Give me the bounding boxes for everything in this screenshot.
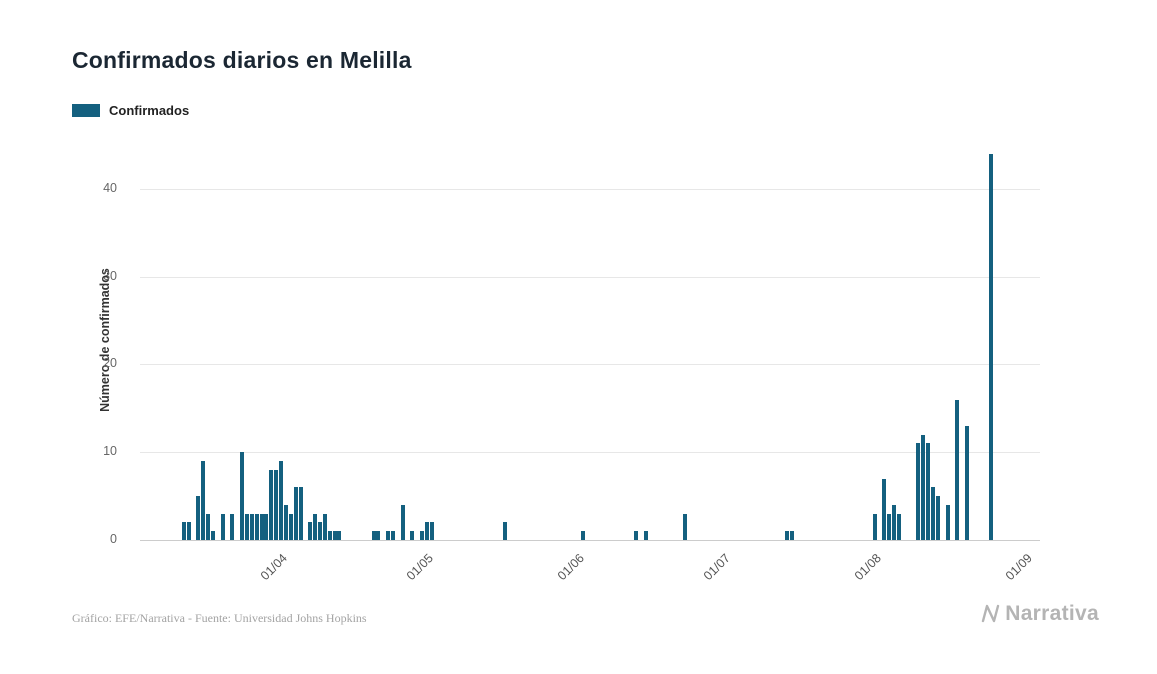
bar-2020-08-15[interactable]: [935, 496, 940, 540]
gridline: [140, 452, 1040, 454]
gridline: [140, 188, 1040, 190]
source-credit: Gráfico: EFE/Narrativa - Fuente: Univers…: [72, 611, 367, 625]
y-tick-label: 0: [110, 532, 117, 546]
bar-2020-08-13[interactable]: [926, 443, 931, 540]
bar-2020-04-24[interactable]: [386, 531, 391, 540]
bar-2020-08-07[interactable]: [896, 513, 901, 540]
bar-2020-08-11[interactable]: [916, 443, 921, 540]
bar-2020-04-13[interactable]: [332, 531, 337, 540]
bar-2020-04-12[interactable]: [327, 531, 332, 540]
bar-2020-04-02[interactable]: [279, 461, 284, 540]
bar-2020-08-21[interactable]: [965, 425, 970, 540]
bar-2020-08-05[interactable]: [887, 513, 892, 540]
bar-2020-04-21[interactable]: [371, 531, 376, 540]
x-tick-label: 01/09: [1002, 551, 1035, 584]
bar-2020-04-11[interactable]: [322, 513, 327, 540]
x-tick-label: 01/08: [851, 551, 884, 584]
legend-label: Confirmados: [109, 103, 190, 118]
bar-2020-03-26[interactable]: [245, 513, 250, 540]
y-axis-title: Número de confirmados: [98, 268, 112, 412]
bar-2020-03-14[interactable]: [186, 522, 191, 540]
bar-2020-04-09[interactable]: [313, 513, 318, 540]
bar-2020-05-02[interactable]: [425, 522, 430, 540]
bar-2020-04-14[interactable]: [337, 531, 342, 540]
bar-2020-08-26[interactable]: [989, 153, 994, 540]
legend-swatch-icon: [72, 104, 100, 117]
x-tick-label: 01/04: [258, 551, 291, 584]
bar-2020-08-02[interactable]: [872, 513, 877, 540]
bar-2020-06-24[interactable]: [682, 513, 687, 540]
bar-2020-03-16[interactable]: [196, 496, 201, 540]
legend-item-confirmados[interactable]: Confirmados: [72, 103, 189, 118]
x-tick-label: 01/07: [700, 551, 733, 584]
bar-2020-08-12[interactable]: [921, 434, 926, 540]
bar-2020-07-16[interactable]: [789, 531, 794, 540]
bar-2020-05-01[interactable]: [420, 531, 425, 540]
x-tick-label: 01/05: [404, 551, 437, 584]
bar-2020-03-25[interactable]: [240, 452, 245, 540]
bar-2020-08-14[interactable]: [930, 487, 935, 540]
x-tick-label: 01/06: [554, 551, 587, 584]
bar-2020-03-29[interactable]: [259, 513, 264, 540]
bar-2020-08-19[interactable]: [955, 399, 960, 540]
bar-2020-04-08[interactable]: [308, 522, 313, 540]
bar-2020-05-18[interactable]: [502, 522, 507, 540]
bar-2020-04-05[interactable]: [293, 487, 298, 540]
bar-2020-07-15[interactable]: [785, 531, 790, 540]
gridline: [140, 276, 1040, 278]
narrativa-n-icon: [982, 604, 1000, 623]
bar-2020-06-16[interactable]: [643, 531, 648, 540]
bar-2020-03-21[interactable]: [220, 513, 225, 540]
bar-2020-03-19[interactable]: [210, 531, 215, 540]
y-tick-label: 40: [103, 180, 117, 195]
bar-2020-04-29[interactable]: [410, 531, 415, 540]
bar-2020-03-28[interactable]: [254, 513, 259, 540]
bar-2020-04-06[interactable]: [298, 487, 303, 540]
bar-2020-08-17[interactable]: [945, 504, 950, 540]
bar-2020-04-25[interactable]: [390, 531, 395, 540]
y-tick-label: 10: [103, 444, 117, 459]
bar-2020-04-04[interactable]: [288, 513, 293, 540]
bar-2020-06-14[interactable]: [634, 531, 639, 540]
bar-2020-04-01[interactable]: [274, 469, 279, 540]
bar-2020-04-22[interactable]: [376, 531, 381, 540]
bar-2020-03-27[interactable]: [249, 513, 254, 540]
bar-2020-06-03[interactable]: [580, 531, 585, 540]
page-title: Confirmados diarios en Melilla: [72, 47, 412, 74]
bar-2020-03-13[interactable]: [181, 522, 186, 540]
plot-area: [140, 145, 1040, 541]
bar-2020-04-10[interactable]: [318, 522, 322, 540]
bar-2020-04-27[interactable]: [400, 504, 405, 540]
bar-2020-04-03[interactable]: [283, 504, 288, 540]
gridline: [140, 364, 1040, 366]
bar-2020-03-23[interactable]: [230, 513, 235, 540]
bar-2020-05-03[interactable]: [429, 522, 434, 540]
bar-2020-08-06[interactable]: [892, 504, 897, 540]
bar-2020-03-17[interactable]: [201, 461, 206, 540]
bar-2020-03-30[interactable]: [264, 513, 269, 540]
narrativa-logo-text: Narrativa: [1005, 602, 1099, 625]
narrativa-logo: Narrativa: [978, 602, 1099, 626]
bar-2020-08-04[interactable]: [882, 478, 887, 540]
bar-2020-03-31[interactable]: [269, 469, 274, 540]
bar-2020-03-18[interactable]: [206, 513, 211, 540]
